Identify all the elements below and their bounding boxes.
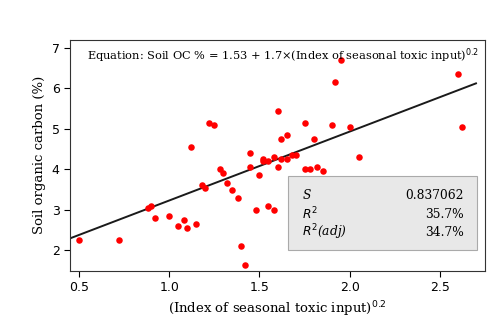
Point [174,223,182,229]
Point [187,144,195,149]
Point [205,120,213,125]
Point [198,183,205,188]
Point [306,167,314,172]
Point [331,80,339,85]
Point [264,158,272,164]
Point [282,132,290,138]
Point [202,185,209,190]
Point [75,238,83,243]
Text: $R^2$: $R^2$ [302,206,318,222]
Point [458,124,466,129]
Text: 34.7%: 34.7% [426,226,464,239]
Point [454,71,462,77]
Point [346,124,354,129]
Point [292,152,300,158]
X-axis label: (Index of seasonal toxic input)$^{0.2}$: (Index of seasonal toxic input)$^{0.2}$ [168,300,387,319]
Text: 0.837062: 0.837062 [406,189,464,202]
Text: 35.7%: 35.7% [426,208,464,220]
Point [277,156,285,162]
Point [192,221,200,227]
Point [228,187,236,192]
Point [259,158,267,164]
Point [114,238,122,243]
Point [318,169,326,174]
Text: Equation: Soil OC % = 1.53 + 1.7×(Index of seasonal toxic input)$^{0.2}$: Equation: Soil OC % = 1.53 + 1.7×(Index … [86,47,478,65]
Point [184,225,192,231]
Text: S: S [302,189,311,202]
Point [220,171,228,176]
Point [147,203,155,209]
Point [288,152,296,158]
Point [238,244,246,249]
Point [264,203,272,209]
Point [282,156,290,162]
Point [216,167,224,172]
Point [300,167,308,172]
Point [234,195,242,200]
Point [313,165,321,170]
Point [274,108,281,113]
Point [252,207,260,213]
Point [354,154,362,160]
Point [300,120,308,125]
FancyBboxPatch shape [288,176,476,250]
Text: $R^2$(adj): $R^2$(adj) [302,223,348,242]
Point [210,122,218,127]
Point [246,150,254,156]
Point [270,154,278,160]
Point [336,57,344,62]
Point [310,136,318,142]
Point [274,165,281,170]
Point [151,215,159,220]
Point [144,205,152,211]
Point [270,207,278,213]
Y-axis label: Soil organic carbon (%): Soil organic carbon (%) [33,76,46,234]
Point [246,165,254,170]
Point [277,136,285,142]
Point [180,217,188,222]
Point [256,173,264,178]
Point [259,156,267,162]
Point [165,213,173,218]
Point [223,181,231,186]
Point [295,197,303,202]
Point [328,122,336,127]
Point [241,262,249,267]
